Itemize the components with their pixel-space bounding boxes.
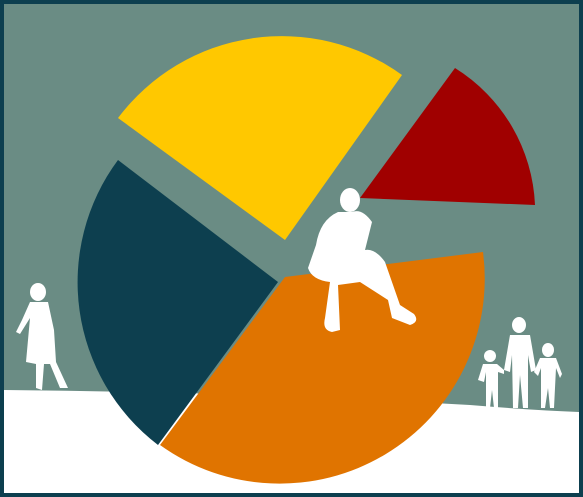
family-figures <box>478 317 562 408</box>
sitting-figure <box>308 188 417 332</box>
pie-slice-navy <box>77 160 278 445</box>
pie-slice-yellow <box>118 36 402 240</box>
pie-slice-red <box>360 68 535 205</box>
standing-woman <box>16 283 68 390</box>
